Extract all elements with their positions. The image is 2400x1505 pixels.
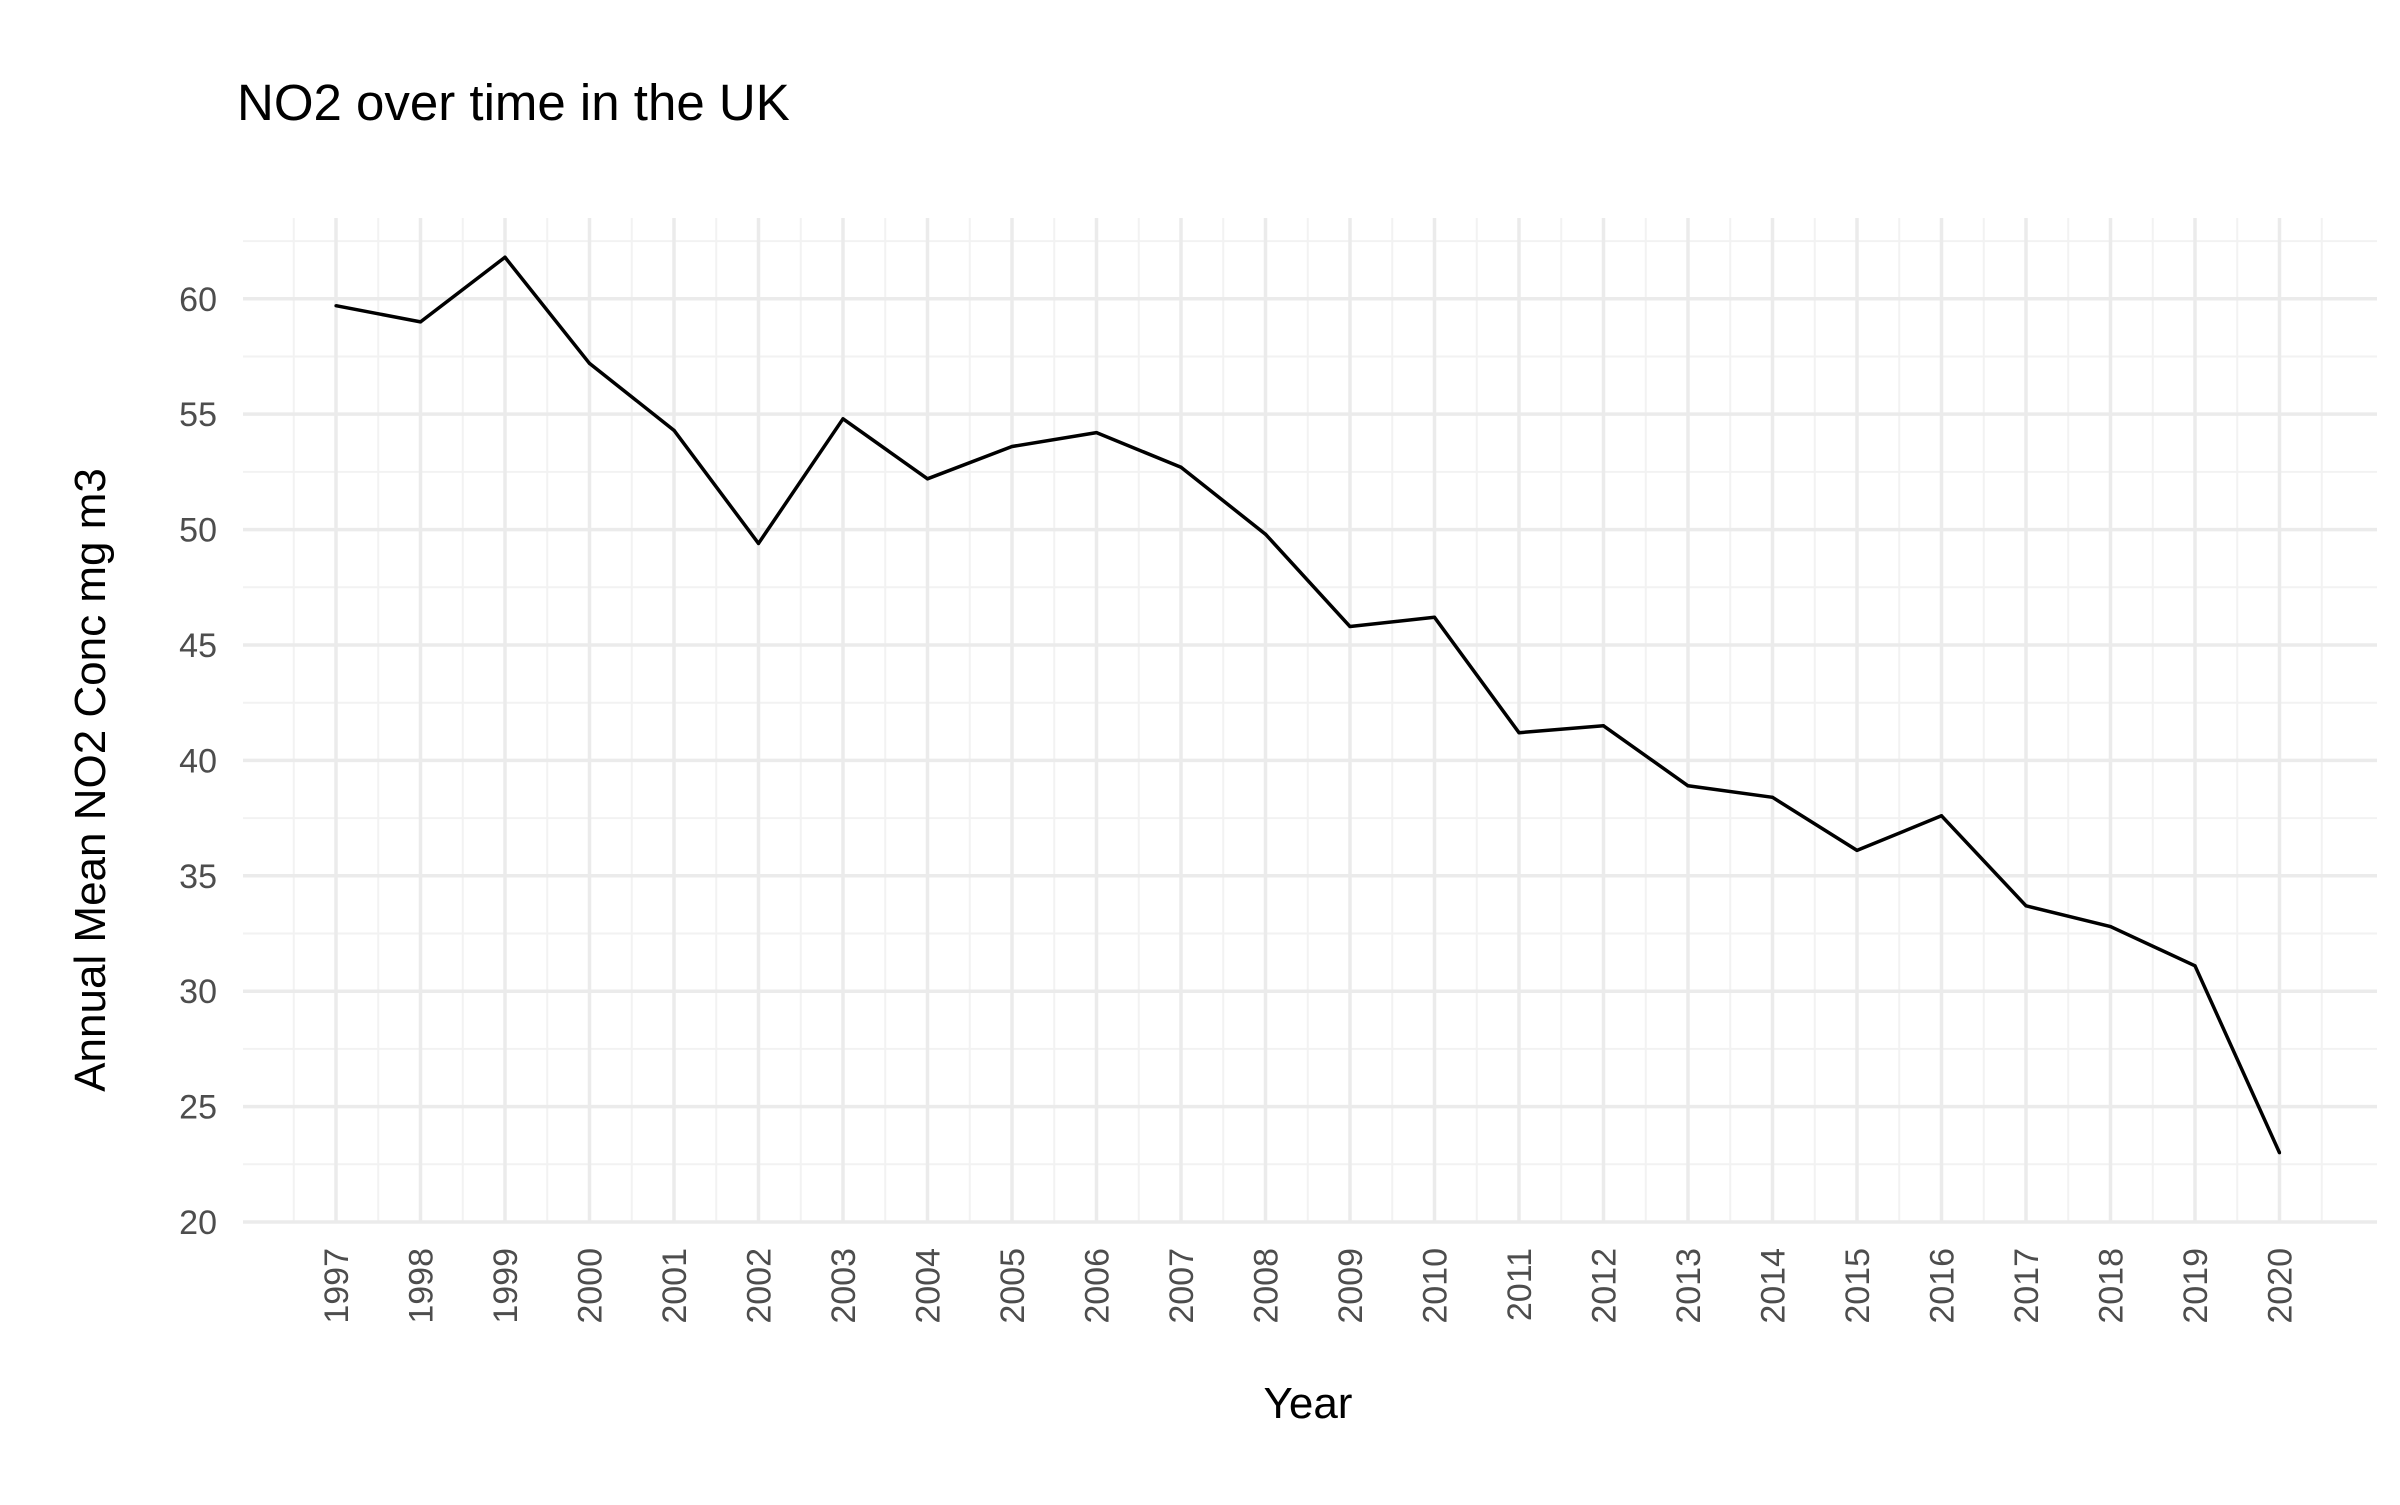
x-tick-label: 2001 — [656, 1248, 694, 1324]
data-point — [2277, 1151, 2282, 1155]
y-axis-title: Annual Mean NO2 Conc mg m3 — [66, 468, 115, 1092]
x-tick-label: 2015 — [1839, 1248, 1877, 1324]
x-tick-label: 2020 — [2262, 1248, 2300, 1324]
data-point — [841, 417, 845, 421]
data-point — [587, 361, 592, 366]
x-axis-title: Year — [1264, 1379, 1353, 1428]
data-point — [2024, 904, 2028, 908]
x-tick-label: 2012 — [1586, 1248, 1624, 1324]
y-tick-label: 25 — [179, 1089, 217, 1127]
x-tick-label: 2004 — [910, 1248, 948, 1324]
data-point — [1686, 784, 1690, 788]
data-point — [672, 428, 676, 432]
y-tick-label: 45 — [179, 627, 217, 665]
data-point — [334, 304, 338, 308]
data-point — [1601, 724, 1606, 728]
x-tick-label: 2008 — [1248, 1248, 1286, 1324]
x-tick-label: 2013 — [1670, 1248, 1708, 1324]
x-tick-label: 2016 — [1924, 1248, 1962, 1324]
data-point — [1855, 848, 1859, 853]
x-tick-label: 2002 — [741, 1248, 779, 1324]
y-tick-label: 30 — [179, 973, 217, 1011]
grid — [243, 218, 2377, 1224]
data-point — [1770, 795, 1775, 799]
x-tick-label: 2014 — [1755, 1248, 1793, 1324]
x-tick-label: 2000 — [572, 1248, 610, 1324]
data-point — [756, 541, 761, 546]
x-tick-label: 1997 — [318, 1248, 356, 1324]
x-tick-label: 2010 — [1417, 1248, 1455, 1324]
data-point — [2193, 964, 2197, 968]
x-tick-label: 1999 — [487, 1248, 525, 1324]
data-point — [1939, 814, 1944, 818]
data-point — [418, 320, 423, 324]
data-point — [2108, 924, 2113, 929]
data-point — [1348, 624, 1352, 629]
x-tick-label: 2005 — [994, 1248, 1032, 1324]
series-line — [335, 255, 2282, 1154]
data-point — [1010, 444, 1014, 449]
data-point — [1517, 731, 1521, 735]
chart-title: NO2 over time in the UK — [237, 74, 790, 131]
y-tick-label: 40 — [179, 742, 217, 780]
x-tick-label: 2007 — [1163, 1248, 1201, 1324]
x-tick-label: 2017 — [2008, 1248, 2046, 1324]
data-point — [1432, 615, 1437, 619]
y-axis-ticks: 20 25 30 35 40 45 50 55 60 — [179, 281, 217, 1242]
data-point — [925, 477, 930, 481]
x-tick-label: 2006 — [1079, 1248, 1117, 1324]
x-axis-ticks: 1997 1998 1999 2000 2001 2002 2003 2004 2005 2006… — [318, 1248, 2300, 1324]
series-layer — [334, 255, 2282, 1155]
data-point — [1179, 465, 1183, 469]
data-point — [1094, 431, 1099, 435]
x-tick-label: 1998 — [403, 1248, 441, 1324]
data-point — [503, 255, 507, 259]
y-tick-label: 50 — [179, 512, 217, 550]
x-tick-label: 2019 — [2177, 1248, 2215, 1324]
y-tick-label: 35 — [179, 858, 217, 896]
x-tick-label: 2018 — [2093, 1248, 2131, 1324]
y-tick-label: 60 — [179, 281, 217, 319]
y-tick-label: 55 — [179, 396, 217, 434]
x-tick-label: 2011 — [1501, 1248, 1539, 1321]
x-tick-label: 2009 — [1332, 1248, 1370, 1324]
x-tick-label: 2003 — [825, 1248, 863, 1324]
data-point — [1263, 532, 1268, 536]
y-tick-label: 20 — [179, 1204, 217, 1242]
